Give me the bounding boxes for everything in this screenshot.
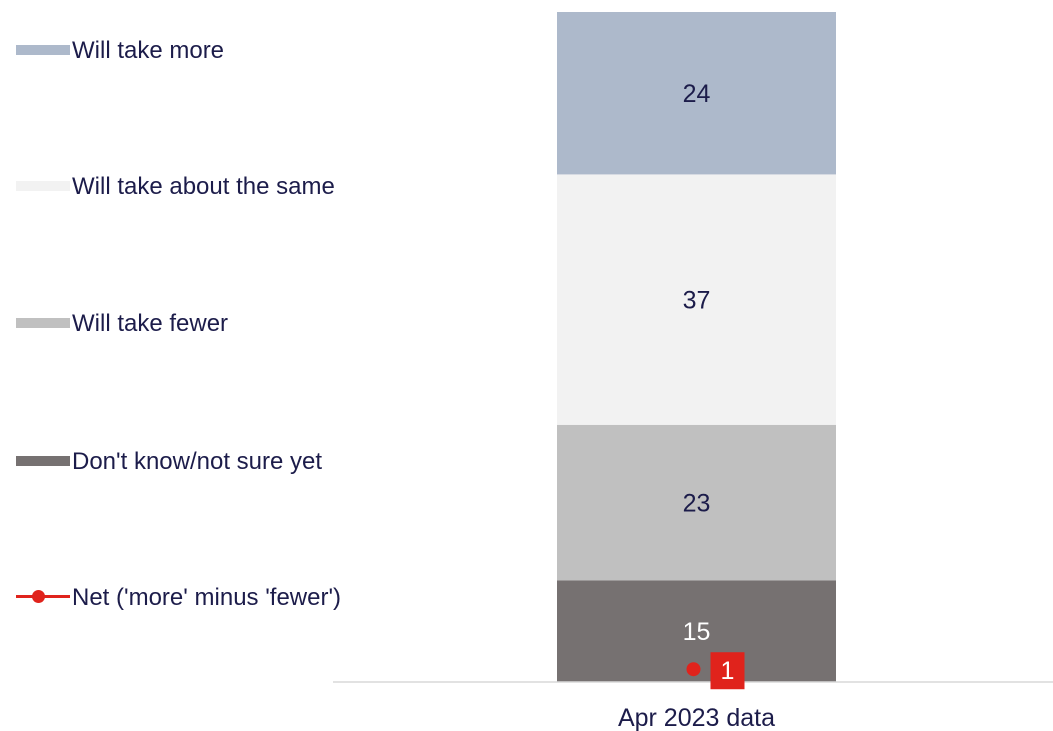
legend-line-marker <box>16 590 70 603</box>
legend-dot <box>32 590 45 603</box>
bar-segment-will-take-more <box>557 12 836 175</box>
x-tick-labels: Apr 2023 data <box>618 704 775 731</box>
net-label-box <box>710 652 745 690</box>
legend: Will take more Will take about the same … <box>0 0 342 731</box>
x-tick-label: Apr 2023 data <box>618 704 775 731</box>
legend-swatch <box>16 45 70 55</box>
legend-item-will-take-about-the-same: Will take about the same <box>16 172 342 201</box>
data-label-will-take-fewer: 23 <box>683 490 711 518</box>
legend-item-will-take-more: Will take more <box>16 36 342 65</box>
bar-segment-will-take-about-the-same <box>557 174 836 425</box>
legend-label: Will take fewer <box>72 310 229 337</box>
legend-label: Don't know/not sure yet <box>72 448 323 475</box>
legend-label: Net ('more' minus 'fewer') <box>72 584 342 611</box>
legend-label: Will take about the same <box>72 173 335 200</box>
data-label-will-take-more: 24 <box>683 80 711 108</box>
legend-item-net: Net ('more' minus 'fewer') <box>16 583 342 612</box>
net-point <box>686 662 701 677</box>
legend-swatch <box>16 456 70 466</box>
bar-stack: 15 23 37 24 <box>557 12 836 682</box>
data-label-don-t-know-not-sure-yet: 15 <box>683 618 711 646</box>
legend-swatch <box>16 181 70 191</box>
data-label-will-take-about-the-same: 37 <box>683 287 711 315</box>
net-series: 1 <box>686 652 745 690</box>
legend-label: Will take more <box>72 37 225 64</box>
bar-segment-will-take-fewer <box>557 424 836 581</box>
legend-swatch <box>16 318 70 328</box>
legend-item-will-take-fewer: Will take fewer <box>16 309 342 338</box>
legend-item-dont-know-not-sure-yet: Don't know/not sure yet <box>16 447 342 476</box>
net-data-label: 1 <box>721 657 735 685</box>
